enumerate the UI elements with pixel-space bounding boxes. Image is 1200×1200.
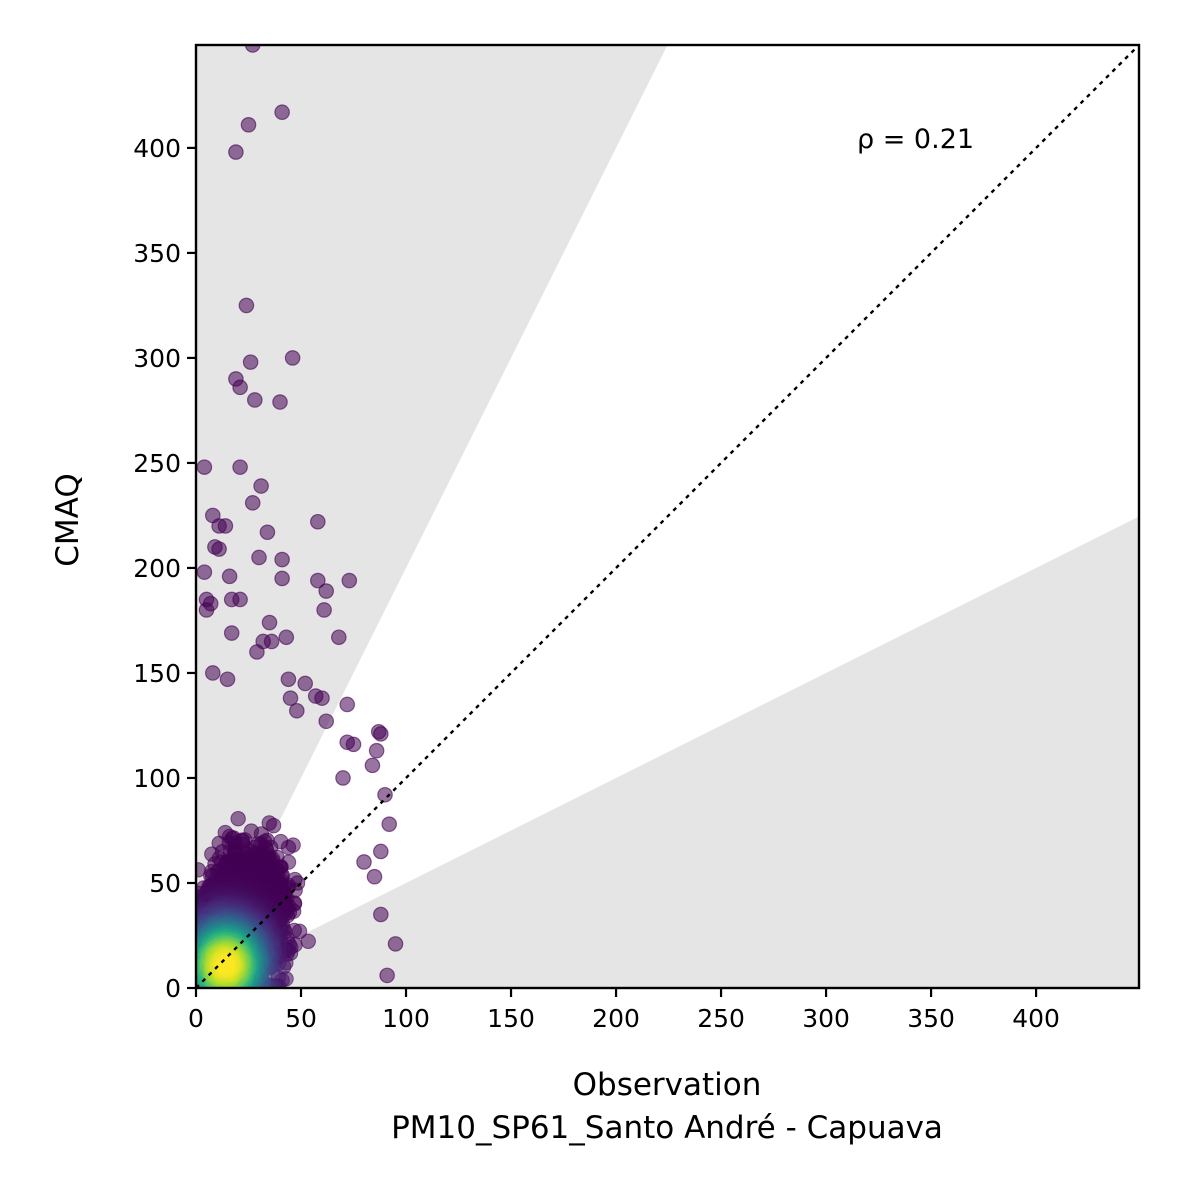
data-point <box>335 770 351 786</box>
x-tick-label: 300 <box>802 1004 850 1033</box>
data-point <box>318 583 335 599</box>
data-point <box>316 602 332 618</box>
x-tick-label: 400 <box>1012 1004 1060 1033</box>
data-point <box>274 551 290 568</box>
data-point <box>373 906 389 923</box>
y-tick-label: 400 <box>133 134 181 163</box>
correlation-annotation: ρ = 0.21 <box>857 124 974 155</box>
x-tick-label: 100 <box>382 1004 430 1033</box>
data-point <box>230 810 246 827</box>
data-point <box>242 354 259 370</box>
data-point <box>259 524 276 541</box>
data-point <box>381 816 398 832</box>
data-point <box>366 868 383 885</box>
x-axis-title: Observation <box>573 1067 762 1103</box>
y-tick-label: 100 <box>133 764 181 793</box>
data-point <box>368 742 385 759</box>
data-point <box>211 541 227 557</box>
y-tick-label: 150 <box>133 659 181 688</box>
data-point <box>223 625 240 641</box>
data-point <box>297 675 314 692</box>
data-point <box>280 839 297 856</box>
data-point <box>272 394 288 410</box>
y-axis-ticks: 0 50 100 150 200 250 300 350 400 <box>133 134 196 1003</box>
factor-of-two-shading <box>196 45 1139 988</box>
data-point <box>318 713 335 730</box>
y-tick-label: 200 <box>133 554 181 583</box>
y-tick-label: 0 <box>165 974 181 1003</box>
data-point <box>280 671 297 688</box>
x-tick-label: 250 <box>697 1004 745 1033</box>
y-tick-label: 350 <box>133 239 181 268</box>
data-point <box>238 297 255 314</box>
data-point <box>219 671 236 688</box>
data-point <box>218 957 234 973</box>
y-tick-label: 50 <box>149 869 181 898</box>
data-point <box>196 459 213 475</box>
data-point <box>364 757 381 774</box>
data-point <box>274 104 290 121</box>
data-point <box>339 696 356 713</box>
data-point <box>196 564 213 580</box>
data-point <box>198 602 215 618</box>
x-tick-label: 0 <box>188 1004 204 1033</box>
data-point <box>356 854 372 870</box>
data-point <box>228 144 244 160</box>
data-point <box>263 633 280 650</box>
data-point <box>247 392 263 408</box>
data-point <box>221 568 238 585</box>
data-point <box>232 591 248 608</box>
x-tick-label: 350 <box>907 1004 955 1033</box>
x-tick-label: 150 <box>487 1004 535 1033</box>
data-point <box>289 702 305 719</box>
data-point <box>278 629 295 646</box>
data-point <box>205 665 221 681</box>
y-axis-title: CMAQ <box>50 473 86 566</box>
y-tick-label: 250 <box>133 449 181 478</box>
x-tick-label: 200 <box>592 1004 640 1033</box>
x-tick-label: 50 <box>285 1004 317 1033</box>
data-point <box>249 644 265 660</box>
data-point <box>284 350 301 366</box>
data-point <box>314 690 330 706</box>
data-point <box>373 726 389 742</box>
data-point <box>379 967 395 984</box>
x-axis-ticks: 0 50 100 150 200 250 300 350 400 <box>188 988 1060 1033</box>
data-point <box>274 570 290 587</box>
data-point <box>240 117 257 133</box>
shade-region-upper <box>196 45 668 988</box>
data-point <box>341 572 358 589</box>
x-axis-subtitle: PM10_SP61_Santo André - Capuava <box>391 1110 943 1146</box>
data-point <box>373 843 389 860</box>
data-point <box>232 459 248 475</box>
data-point <box>244 495 261 511</box>
data-point <box>251 549 267 566</box>
data-point <box>265 817 282 834</box>
data-point <box>331 629 347 646</box>
scatter-points <box>196 45 404 988</box>
shade-region-lower <box>196 516 1139 988</box>
data-point <box>310 513 326 530</box>
data-point <box>217 518 234 534</box>
data-point <box>345 736 362 753</box>
data-point <box>387 936 404 952</box>
data-point <box>253 478 269 494</box>
data-point <box>232 379 248 396</box>
data-point <box>261 614 278 631</box>
y-tick-label: 300 <box>133 344 181 373</box>
